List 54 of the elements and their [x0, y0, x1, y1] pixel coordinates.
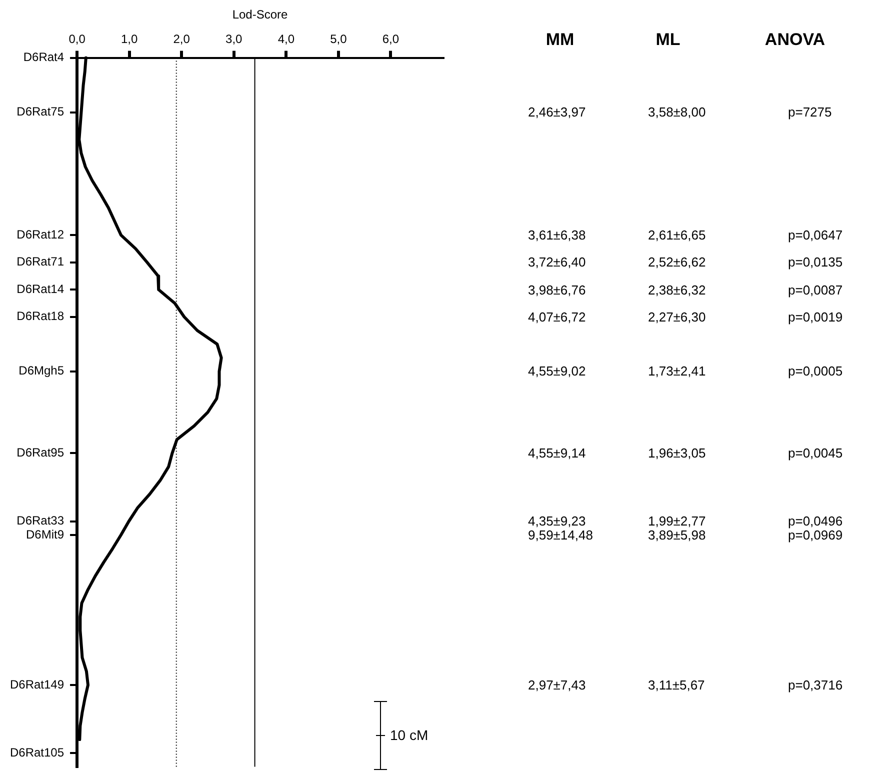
text: 9,59±14,48 [528, 528, 593, 542]
x-tick-label: 4,0 [278, 32, 295, 46]
y-tick-label: D6Rat149 [10, 677, 64, 692]
text: 2,27±6,30 [648, 309, 706, 324]
text: 2,61±6,65 [648, 228, 706, 243]
text: p=0,0969 [788, 528, 843, 542]
y-tick-label: D6Rat4 [23, 50, 64, 64]
text: p=0,0005 [788, 364, 843, 379]
text: 2,46±3,97 [528, 104, 586, 120]
text: 1,73±2,41 [648, 364, 706, 379]
text: 1,99±2,77 [648, 514, 706, 529]
y-tick-label: D6Rat75 [16, 104, 64, 119]
x-tick-label: 2,0 [173, 32, 190, 46]
text: p=0,3716 [788, 677, 843, 692]
text: 3,58±8,00 [648, 104, 706, 120]
text: 2,97±7,43 [528, 677, 586, 692]
text: 4,55±9,14 [528, 446, 586, 461]
x-tick-label: 3,0 [226, 32, 243, 46]
text: p=0,0087 [788, 282, 843, 298]
text: 2,52±6,62 [648, 254, 706, 270]
text: 1,96±3,05 [648, 446, 706, 461]
y-tick-label: D6Mit9 [26, 527, 64, 542]
y-tick-label: D6Rat12 [16, 227, 64, 242]
text: 3,61±6,38 [528, 228, 586, 243]
text: p=0,0045 [788, 446, 843, 461]
text: 3,98±6,76 [528, 282, 586, 298]
text: p=0,0019 [788, 309, 843, 324]
text: 4,55±9,02 [528, 364, 586, 379]
text: p=0,0647 [788, 228, 843, 243]
text: p=0,0496 [788, 514, 843, 529]
text: 3,11±5,67 [648, 677, 705, 692]
text: 3,72±6,40 [528, 254, 586, 270]
x-tick-label: 0,0 [68, 32, 86, 46]
x-tick-label: 5,0 [330, 32, 348, 46]
y-tick-label: D6Rat95 [16, 446, 64, 460]
annotation: 10 cM [390, 727, 428, 743]
text: 3,89±5,98 [648, 528, 706, 542]
text: p=0,0135 [788, 254, 843, 270]
y-tick-label: D6Mgh5 [18, 364, 64, 378]
y-tick-label: D6Rat105 [10, 745, 64, 760]
x-axis-title: Lod-Score [232, 8, 288, 22]
text: 4,07±6,72 [528, 309, 586, 324]
text: 2,38±6,32 [648, 282, 706, 298]
y-tick-label: D6Rat18 [16, 309, 64, 324]
x-tick-label: 1,0 [120, 32, 138, 46]
y-tick-label: D6Rat33 [16, 514, 64, 528]
text: p=7275 [788, 104, 832, 120]
category-label: ML [656, 30, 680, 50]
y-tick-label: D6Rat14 [16, 282, 64, 296]
y-tick-label: D6Rat71 [16, 254, 64, 269]
text: 4,35±9,23 [528, 514, 586, 529]
x-tick-label: 6,0 [382, 32, 400, 46]
category-label: ANOVA [764, 30, 826, 50]
category-label: MM [546, 30, 574, 50]
